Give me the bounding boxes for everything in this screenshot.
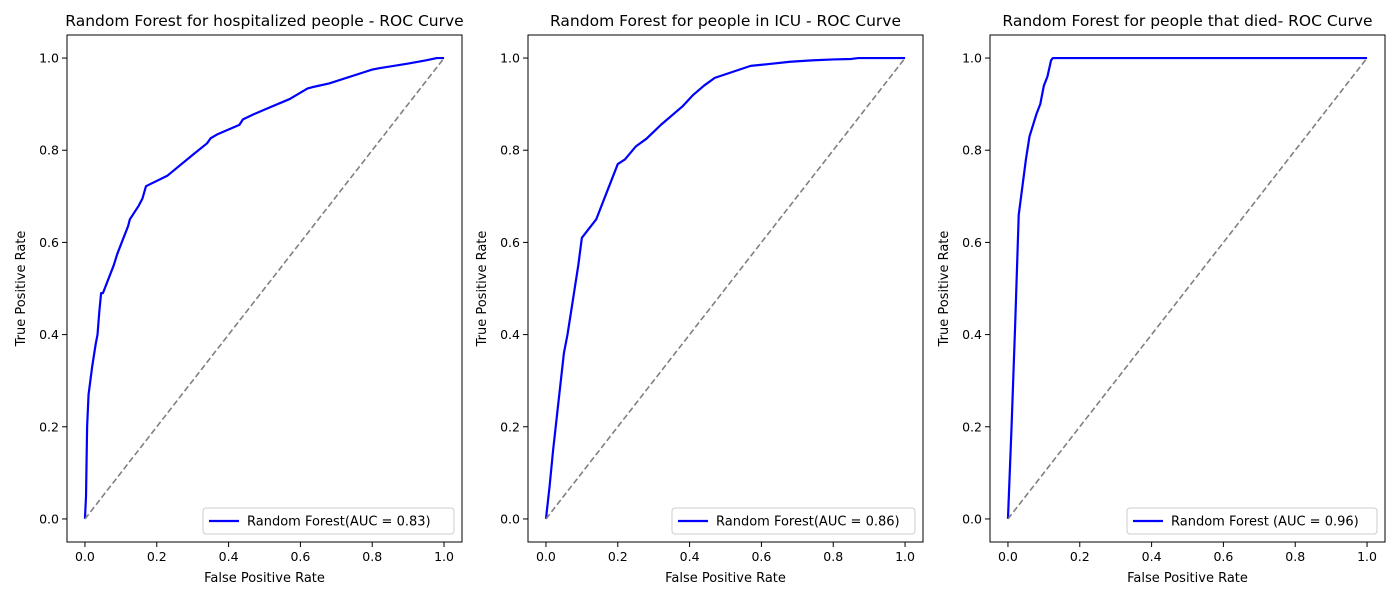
- x-tick-label: 1.0: [895, 549, 915, 564]
- y-axis-label: True Positive Rate: [475, 231, 490, 348]
- chart-title: Random Forest for hospitalized people - …: [65, 12, 463, 30]
- x-tick-label: 0.8: [1285, 549, 1305, 564]
- legend-box: [202, 507, 455, 535]
- x-tick-label: 0.2: [147, 549, 167, 564]
- x-tick-label: 0.6: [1213, 549, 1233, 564]
- x-tick-label: 0.8: [823, 549, 843, 564]
- legend-label: Random Forest(AUC = 0.86): [716, 515, 900, 530]
- x-tick-label: 1.0: [1357, 549, 1377, 564]
- y-tick-label: 0.4: [962, 327, 982, 342]
- y-tick-label: 0.2: [962, 419, 982, 434]
- chance-diagonal-line: [545, 57, 906, 520]
- x-tick-label: 0.6: [290, 549, 310, 564]
- roc-curve-line: [83, 56, 445, 520]
- chart-title: Random Forest for people that died- ROC …: [1002, 12, 1372, 30]
- y-tick-label: 0.4: [500, 327, 520, 342]
- legend-label: Random Forest(AUC = 0.83): [247, 515, 431, 530]
- x-axis-label: False Positive Rate: [204, 571, 325, 586]
- x-tick-label: 0.0: [998, 549, 1018, 564]
- y-tick-label: 0.6: [39, 235, 59, 250]
- x-axis-label: False Positive Rate: [1127, 571, 1248, 586]
- y-tick-label: 0.6: [500, 235, 520, 250]
- chart-title: Random Forest for people in ICU - ROC Cu…: [550, 12, 901, 30]
- x-tick-label: 0.6: [751, 549, 771, 564]
- chance-diagonal-line: [1007, 57, 1368, 520]
- x-tick-label: 1.0: [434, 549, 454, 564]
- y-tick-label: 0.8: [500, 143, 520, 158]
- y-tick-label: 0.0: [39, 511, 59, 526]
- y-tick-label: 0.6: [962, 235, 982, 250]
- y-tick-label: 0.2: [500, 419, 520, 434]
- chart-panel-2: Random Forest for people in ICU - ROC Cu…: [475, 12, 924, 586]
- roc-curve-line: [1006, 56, 1368, 519]
- x-tick-label: 0.0: [75, 549, 95, 564]
- y-tick-label: 1.0: [39, 51, 59, 66]
- y-tick-label: 0.8: [39, 143, 59, 158]
- chance-diagonal-line: [84, 57, 445, 520]
- x-tick-label: 0.8: [362, 549, 382, 564]
- y-axis-label: True Positive Rate: [14, 231, 29, 348]
- legend-box: [671, 507, 916, 535]
- y-tick-label: 0.8: [962, 143, 982, 158]
- chart-panel-1: Random Forest for hospitalized people - …: [14, 12, 464, 586]
- y-tick-label: 0.4: [39, 327, 59, 342]
- axes-frame: [527, 34, 924, 543]
- legend: Random Forest (AUC = 0.96): [1126, 507, 1378, 535]
- y-axis-label: True Positive Rate: [937, 231, 952, 348]
- y-tick-label: 0.0: [500, 511, 520, 526]
- y-tick-label: 0.0: [962, 511, 982, 526]
- chart-panel-3: Random Forest for people that died- ROC …: [937, 12, 1386, 586]
- legend-box: [1126, 507, 1378, 535]
- x-tick-label: 0.0: [536, 549, 556, 564]
- x-tick-label: 0.4: [1142, 549, 1162, 564]
- x-tick-label: 0.2: [1070, 549, 1090, 564]
- x-tick-label: 0.4: [680, 549, 700, 564]
- y-tick-label: 0.2: [39, 419, 59, 434]
- x-tick-label: 0.4: [219, 549, 239, 564]
- legend: Random Forest(AUC = 0.86): [671, 507, 916, 535]
- legend-label: Random Forest (AUC = 0.96): [1171, 515, 1359, 530]
- roc-curve-line: [544, 56, 906, 520]
- y-tick-label: 1.0: [500, 51, 520, 66]
- axes-frame: [66, 34, 463, 543]
- x-tick-label: 0.2: [608, 549, 628, 564]
- legend: Random Forest(AUC = 0.83): [202, 507, 455, 535]
- y-tick-label: 1.0: [962, 51, 982, 66]
- axes-frame: [989, 34, 1386, 543]
- x-axis-label: False Positive Rate: [665, 571, 786, 586]
